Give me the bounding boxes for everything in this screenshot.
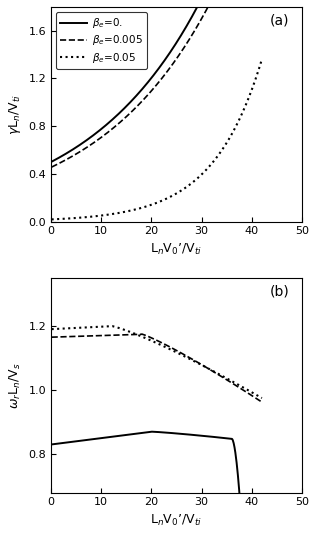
$\beta_e$=0.05 bbox=[149, 202, 153, 208]
$\beta_e$=0.05 bbox=[175, 190, 179, 196]
$\beta_e$=0.05 bbox=[50, 216, 53, 223]
$\beta_e$=0. bbox=[163, 56, 167, 63]
$\beta_e$=0.005 bbox=[151, 86, 155, 93]
$\beta_e$=0.005 bbox=[50, 164, 53, 170]
$\beta_e$=0. bbox=[50, 158, 53, 165]
X-axis label: L$_n$V$_0$’/V$_{ti}$: L$_n$V$_0$’/V$_{ti}$ bbox=[150, 242, 203, 257]
Y-axis label: $\omega_r$L$_n$/V$_s$: $\omega_r$L$_n$/V$_s$ bbox=[8, 362, 23, 409]
$\beta_e$=0.05 bbox=[222, 144, 226, 150]
$\beta_e$=0.005 bbox=[149, 88, 153, 94]
$\beta_e$=0.05 bbox=[151, 201, 155, 208]
$\beta_e$=0.05 bbox=[163, 196, 167, 202]
Legend: $\beta_e$=0., $\beta_e$=0.005, $\beta_e$=0.05: $\beta_e$=0., $\beta_e$=0.005, $\beta_e$… bbox=[56, 12, 147, 68]
$\beta_e$=0.005 bbox=[163, 71, 167, 77]
X-axis label: L$_n$V$_0$’/V$_{ti}$: L$_n$V$_0$’/V$_{ti}$ bbox=[150, 513, 203, 528]
Text: (b): (b) bbox=[270, 285, 289, 299]
$\beta_e$=0.05 bbox=[255, 72, 259, 79]
Y-axis label: $\gamma$L$_n$/V$_{ti}$: $\gamma$L$_n$/V$_{ti}$ bbox=[7, 94, 23, 135]
Line: $\beta_e$=0.05: $\beta_e$=0.05 bbox=[52, 59, 262, 219]
$\beta_e$=0.05 bbox=[260, 56, 264, 63]
$\beta_e$=0.005 bbox=[175, 55, 179, 62]
$\beta_e$=0. bbox=[175, 39, 179, 45]
$\beta_e$=0. bbox=[151, 73, 155, 79]
Line: $\beta_e$=0.005: $\beta_e$=0.005 bbox=[52, 0, 262, 167]
Text: (a): (a) bbox=[270, 13, 289, 27]
$\beta_e$=0. bbox=[149, 74, 153, 81]
Line: $\beta_e$=0.: $\beta_e$=0. bbox=[52, 0, 262, 162]
